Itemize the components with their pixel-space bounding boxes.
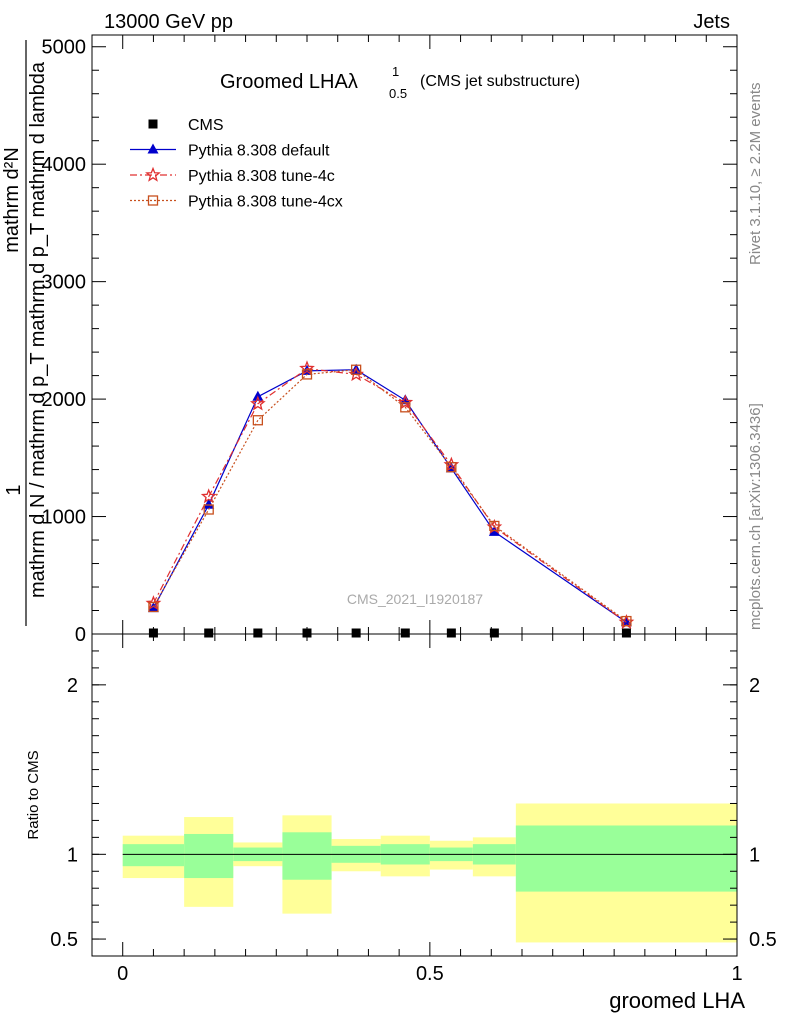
ratio-ylabel: Ratio to CMS	[25, 750, 42, 839]
header-right: Jets	[693, 11, 730, 33]
legend-marker	[147, 143, 159, 154]
legend-marker	[145, 166, 161, 182]
main-series	[145, 360, 635, 638]
data-point	[253, 628, 263, 638]
series-2	[145, 360, 635, 629]
main-panel: 0 1000 2000 3000 4000 5000	[42, 34, 738, 646]
ratio-panel: 0.5 0.51 12 2 0 0.5 1	[50, 633, 777, 985]
series-1	[147, 363, 632, 627]
data-point	[249, 395, 266, 411]
series-3	[148, 364, 632, 627]
data-point	[301, 369, 313, 380]
data-point	[397, 394, 414, 410]
data-point	[399, 394, 411, 405]
ratio-y-tick-label: 1	[67, 844, 78, 866]
y-tick-label: 5000	[42, 37, 87, 59]
data-point	[148, 601, 159, 613]
mcplots-label: mcplots.cern.ch [arXiv:1306.3436]	[747, 403, 764, 630]
y-tick-label: 1000	[42, 507, 87, 529]
data-point	[147, 602, 159, 613]
ratio-x-axis: 0 0.5 1	[117, 634, 743, 985]
data-point	[200, 488, 217, 504]
ratio-y-tick-label-right: 1	[749, 844, 760, 866]
y-tick-label: 4000	[42, 154, 87, 176]
chart-title: Groomed LHAλ 1 0.5 (CMS jet substructure…	[220, 64, 580, 101]
xlabel: groomed LHA	[609, 988, 745, 1013]
legend: CMS Pythia 8.308 default Pythia 8.308 tune…	[130, 117, 343, 211]
legend-label: Pythia 8.308 tune-4c	[188, 168, 335, 185]
ylabel-num: mathrm d²N	[1, 147, 23, 253]
data-point	[299, 360, 315, 376]
title-sup: 1	[392, 64, 399, 79]
legend-label: Pythia 8.308 default	[188, 143, 330, 160]
data-point	[204, 628, 214, 638]
series-line	[152, 367, 627, 623]
data-point	[252, 415, 264, 426]
legend-label: Pythia 8.308 tune-4cx	[188, 194, 343, 211]
data-point	[400, 402, 411, 413]
watermark: CMS_2021_I1920187	[347, 591, 483, 607]
data-point	[203, 504, 214, 515]
data-point	[203, 498, 215, 509]
ratio-inner-band	[122, 844, 185, 867]
ratio-y-tick-label-right: 2	[749, 675, 760, 697]
ratio-inner-band	[184, 833, 234, 879]
main-y-label: 1 mathrm d²N mathrm d N / mathrm d p_T m…	[1, 40, 49, 626]
main-y-axis: 0 1000 2000 3000 4000 5000	[42, 37, 737, 646]
series-line	[152, 369, 627, 623]
title-main: Groomed LHA	[220, 71, 348, 93]
y-tick-label: 0	[75, 624, 86, 646]
ylabel-top: 1	[3, 484, 25, 495]
data-point	[351, 628, 361, 638]
data-point	[350, 364, 362, 375]
legend-label: CMS	[188, 117, 224, 134]
y-tick-label: 3000	[42, 272, 87, 294]
header-left: 13000 GeV pp	[104, 11, 233, 33]
x-tick-label: 1	[731, 963, 742, 985]
data-point	[621, 628, 631, 638]
data-point	[446, 462, 457, 473]
ratio-y-axis: 0.5 0.5 1 1 2 2	[50, 650, 777, 951]
ratio-y-tick-label: 0.5	[50, 929, 78, 951]
data-point	[446, 628, 456, 638]
y-tick-label: 2000	[42, 389, 87, 411]
series-line	[152, 369, 627, 622]
data-point	[489, 628, 499, 638]
data-point	[400, 628, 410, 638]
data-point	[148, 628, 158, 638]
ratio-inner-band	[282, 832, 332, 880]
ylabel-den: mathrm d N / mathrm d p_T mathrm d p_T m…	[27, 61, 49, 598]
data-point	[489, 520, 500, 532]
legend-marker	[148, 119, 158, 129]
title-paren: (CMS jet substructure)	[420, 73, 580, 90]
data-point	[621, 615, 632, 627]
svg-text:Groomed LHAλ: Groomed LHAλ	[220, 71, 358, 93]
ratio-y-tick-label: 2	[67, 675, 78, 697]
title-lambda: λ	[348, 71, 358, 93]
x-tick-label: 0.5	[416, 963, 444, 985]
x-tick-label: 0	[117, 963, 128, 985]
ratio-inner-band	[515, 825, 737, 892]
ratio-frame	[91, 633, 738, 957]
ratio-y-tick-label-right: 0.5	[749, 929, 777, 951]
data-point	[302, 628, 312, 638]
rivet-label: Rivet 3.1.10, ≥ 2.2M events	[747, 83, 764, 266]
title-sub: 0.5	[389, 86, 407, 101]
legend-marker	[147, 195, 159, 206]
series-0	[148, 628, 631, 638]
